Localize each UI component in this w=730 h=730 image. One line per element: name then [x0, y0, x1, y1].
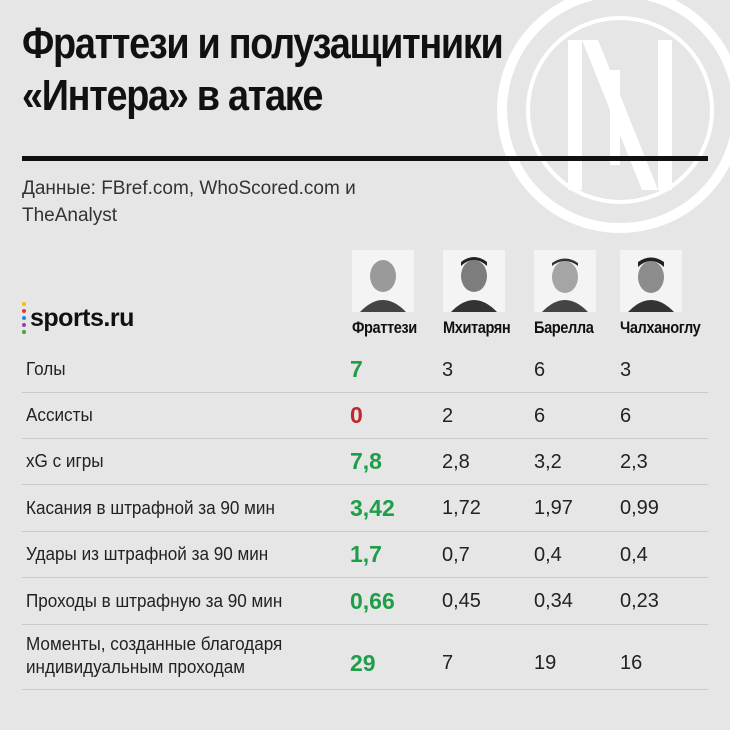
- stat-value: 2,8: [442, 450, 470, 473]
- stats-table: Голы 7 3 6 3 Ассисты 0 2 6 6 xG с игры 7,8 2,8 3,2 2,3…: [22, 347, 708, 690]
- highlight-value: 0: [350, 402, 363, 428]
- highlight-value: 0,66: [350, 587, 395, 614]
- inter-logo-watermark: [497, 0, 730, 233]
- stat-value: 0,99: [620, 497, 659, 519]
- stat-value: 0,45: [442, 590, 481, 612]
- table-row: Голы 7 3 6 3: [22, 347, 708, 393]
- player-photo-icon: [352, 250, 414, 312]
- stat-value: 0,4: [534, 543, 562, 566]
- stat-value: 6: [534, 404, 546, 427]
- stat-value: 3: [620, 358, 632, 381]
- player-name: Мхитарян: [443, 318, 511, 337]
- player-photo-icon: [443, 250, 505, 312]
- stat-value: 6: [620, 404, 632, 427]
- player-column-1: Фраттези: [352, 250, 452, 338]
- highlight-value: 7: [350, 356, 363, 382]
- table-row: Касания в штрафной за 90 мин 3,42 1,72 1,97…: [22, 485, 708, 532]
- brand-name: sports.ru: [30, 303, 134, 332]
- stat-value: 0,7: [442, 543, 470, 566]
- row-label: Проходы в штрафную за 90 мин: [26, 590, 283, 611]
- player-name: Фраттези: [352, 318, 417, 337]
- stat-value: 1,72: [442, 497, 481, 519]
- row-label: Моменты, созданные благодаря индивидуаль…: [26, 634, 283, 677]
- stat-value: 19: [534, 652, 557, 674]
- highlight-value: 7,8: [350, 448, 382, 474]
- row-label: Голы: [26, 359, 66, 379]
- brand-logo: sports.ru: [22, 302, 134, 334]
- stat-value: 3,2: [534, 450, 562, 473]
- highlight-value: 3,42: [350, 494, 395, 521]
- table-row: xG с игры 7,8 2,8 3,2 2,3: [22, 439, 708, 485]
- highlight-value: 29: [350, 649, 376, 676]
- stat-value: 2,3: [620, 450, 648, 473]
- player-name: Чалханоглу: [620, 318, 701, 337]
- stat-value: 0,34: [534, 590, 573, 612]
- stat-value: 1,97: [534, 497, 573, 519]
- row-label: xG с игры: [26, 451, 104, 471]
- player-photo-icon: [534, 250, 596, 312]
- brand-dots-icon: [22, 302, 26, 334]
- stat-value: 3: [442, 358, 454, 381]
- page-title: Фраттези и полузащитники «Интера» в атак…: [22, 19, 504, 120]
- player-column-4: Чалханоглу: [620, 250, 720, 338]
- row-label: Касания в штрафной за 90 мин: [26, 497, 275, 518]
- stat-value: 0,4: [620, 543, 648, 566]
- table-row: Ассисты 0 2 6 6: [22, 393, 708, 439]
- player-column-2: Мхитарян: [443, 250, 543, 338]
- data-source: Данные: FBref.com, WhoScored.com и TheAn…: [22, 178, 356, 226]
- stat-value: 16: [620, 652, 643, 674]
- stat-value: 7: [442, 652, 454, 674]
- highlight-value: 1,7: [350, 541, 382, 567]
- players-header: Фраттези Мхитарян Барелла Чалханоглу: [0, 250, 730, 345]
- row-label: Удары из штрафной за 90 мин: [26, 544, 269, 564]
- table-row: Моменты, созданные благодаря индивидуаль…: [22, 625, 708, 690]
- row-label: Ассисты: [26, 405, 93, 425]
- stat-value: 0,23: [620, 590, 659, 612]
- stat-value: 2: [442, 404, 454, 427]
- table-row: Проходы в штрафную за 90 мин 0,66 0,45 0,34…: [22, 578, 708, 625]
- title-divider: [22, 156, 708, 161]
- player-name: Барелла: [534, 318, 594, 337]
- stat-value: 6: [534, 358, 546, 381]
- player-photo-icon: [620, 250, 682, 312]
- player-column-3: Барелла: [534, 250, 634, 338]
- table-row: Удары из штрафной за 90 мин 1,7 0,7 0,4 0,4: [22, 532, 708, 578]
